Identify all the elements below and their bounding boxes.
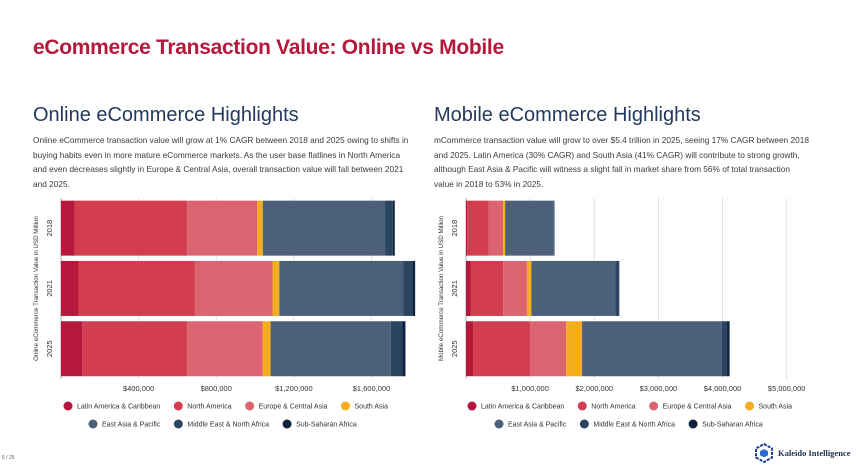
legend-label: South Asia (355, 404, 389, 411)
category-label: 2018 (450, 220, 459, 237)
bar-segment (403, 260, 413, 316)
bar-segment (61, 200, 75, 256)
bar-segment (473, 321, 531, 377)
bar-segment (392, 200, 395, 256)
bar-segment (526, 260, 532, 316)
online-heading: Online eCommerce Highlights (33, 104, 299, 126)
legend-marker (245, 401, 255, 411)
bar-segment (615, 260, 619, 316)
bar-segment (727, 321, 730, 377)
bar-segment (61, 260, 79, 316)
category-label: 2018 (45, 220, 54, 237)
legend-label: Europe & Central Asia (663, 404, 732, 411)
x-tick-label: $1,000,000 (511, 384, 549, 393)
category-label: 2025 (45, 340, 54, 357)
legend-marker (88, 419, 98, 429)
mobile-heading: Mobile eCommerce Highlights (434, 104, 701, 126)
bar-segment (503, 200, 506, 256)
brand-name: Kaleido Intelligence (778, 448, 851, 458)
legend-label: North America (591, 404, 635, 411)
bar-segment (74, 200, 188, 256)
bar-segment (279, 260, 404, 316)
category-label: 2021 (450, 280, 459, 297)
legend-marker (282, 419, 292, 429)
bar-segment (470, 260, 504, 316)
bar-segment (466, 200, 468, 256)
legend-label: South Asia (759, 404, 793, 411)
bar-segment (530, 321, 567, 377)
legend-marker (341, 401, 351, 411)
x-tick-label: $3,000,000 (640, 384, 678, 393)
legend-label: East Asia & Pacific (102, 422, 161, 429)
legend-label: North America (187, 404, 231, 411)
bar-segment (488, 200, 504, 256)
bar-segment (390, 321, 403, 377)
legend-marker (494, 419, 504, 429)
y-axis-title: Mobile eCommerce Transaction Value in US… (438, 215, 445, 361)
x-tick-label: $4,000,000 (704, 384, 742, 393)
hexagon-logo-icon (755, 443, 773, 463)
legend-label: Middle East & North Africa (187, 422, 269, 429)
online-paragraph: Online eCommerce transaction value will … (33, 135, 409, 189)
bar-segment (582, 321, 722, 377)
bar-segment (402, 321, 406, 377)
legend-marker (467, 401, 477, 411)
bar-segment (256, 200, 263, 256)
bar-segment (412, 260, 416, 316)
legend-label: Latin America & Caribbean (481, 404, 564, 411)
y-axis-title: Online eCommerce Transaction Value in US… (33, 216, 40, 361)
x-tick-label: $1,600,000 (353, 384, 391, 393)
legend-label: East Asia & Pacific (508, 422, 567, 429)
legend-label: Latin America & Caribbean (77, 404, 160, 411)
legend-marker (745, 401, 755, 411)
bar-segment (505, 200, 554, 256)
category-label: 2025 (450, 340, 459, 357)
bar-segment (272, 260, 280, 316)
legend-label: Middle East & North Africa (593, 422, 675, 429)
legend-label: Sub-Saharan Africa (702, 422, 763, 429)
bar-segment (466, 260, 471, 316)
bar-segment (531, 260, 616, 316)
bar-segment (618, 260, 620, 316)
bar-segment (553, 200, 555, 256)
bar-segment (78, 260, 195, 316)
brand-logo: Kaleido Intelligence (754, 443, 850, 463)
bar-segment (466, 321, 474, 377)
bar-segment (187, 200, 257, 256)
bar-segment (385, 200, 393, 256)
x-tick-label: $5,000,000 (768, 384, 806, 393)
online-chart: $400,000 $800,000 $1,200,000 $1,600,000 Onli… (33, 198, 416, 429)
legend-marker (649, 401, 659, 411)
legend-label: Sub-Saharan Africa (296, 422, 357, 429)
mobile-paragraph: mCommerce transaction value will grow to… (434, 135, 809, 189)
bar-segment (82, 321, 188, 377)
bar-segment (61, 321, 83, 377)
category-label: 2021 (45, 280, 54, 297)
legend-marker (577, 401, 587, 411)
legend-label: Europe & Central Asia (259, 404, 328, 411)
legend-marker (173, 419, 183, 429)
legend-marker (579, 419, 589, 429)
bar-segment (270, 321, 391, 377)
bar-segment (566, 321, 583, 377)
bar-segment (721, 321, 728, 377)
mobile-chart: $1,000,000 $2,000,000 $3,000,000 $4,000,000… (438, 198, 806, 429)
page-title: eCommerce Transaction Value: Online vs M… (33, 36, 504, 59)
page-number: 6 / 25 (2, 455, 15, 461)
bar-segment (262, 321, 271, 377)
legend-marker (173, 401, 183, 411)
bar-segment (187, 321, 263, 377)
x-tick-label: $2,000,000 (576, 384, 614, 393)
x-tick-label: $1,200,000 (275, 384, 313, 393)
x-tick-label: $400,000 (123, 384, 154, 393)
bar-segment (467, 200, 489, 256)
x-tick-label: $800,000 (201, 384, 232, 393)
legend-marker (688, 419, 698, 429)
bar-segment (503, 260, 527, 316)
legend-marker (63, 401, 73, 411)
bar-segment (194, 260, 273, 316)
bar-segment (262, 200, 386, 256)
